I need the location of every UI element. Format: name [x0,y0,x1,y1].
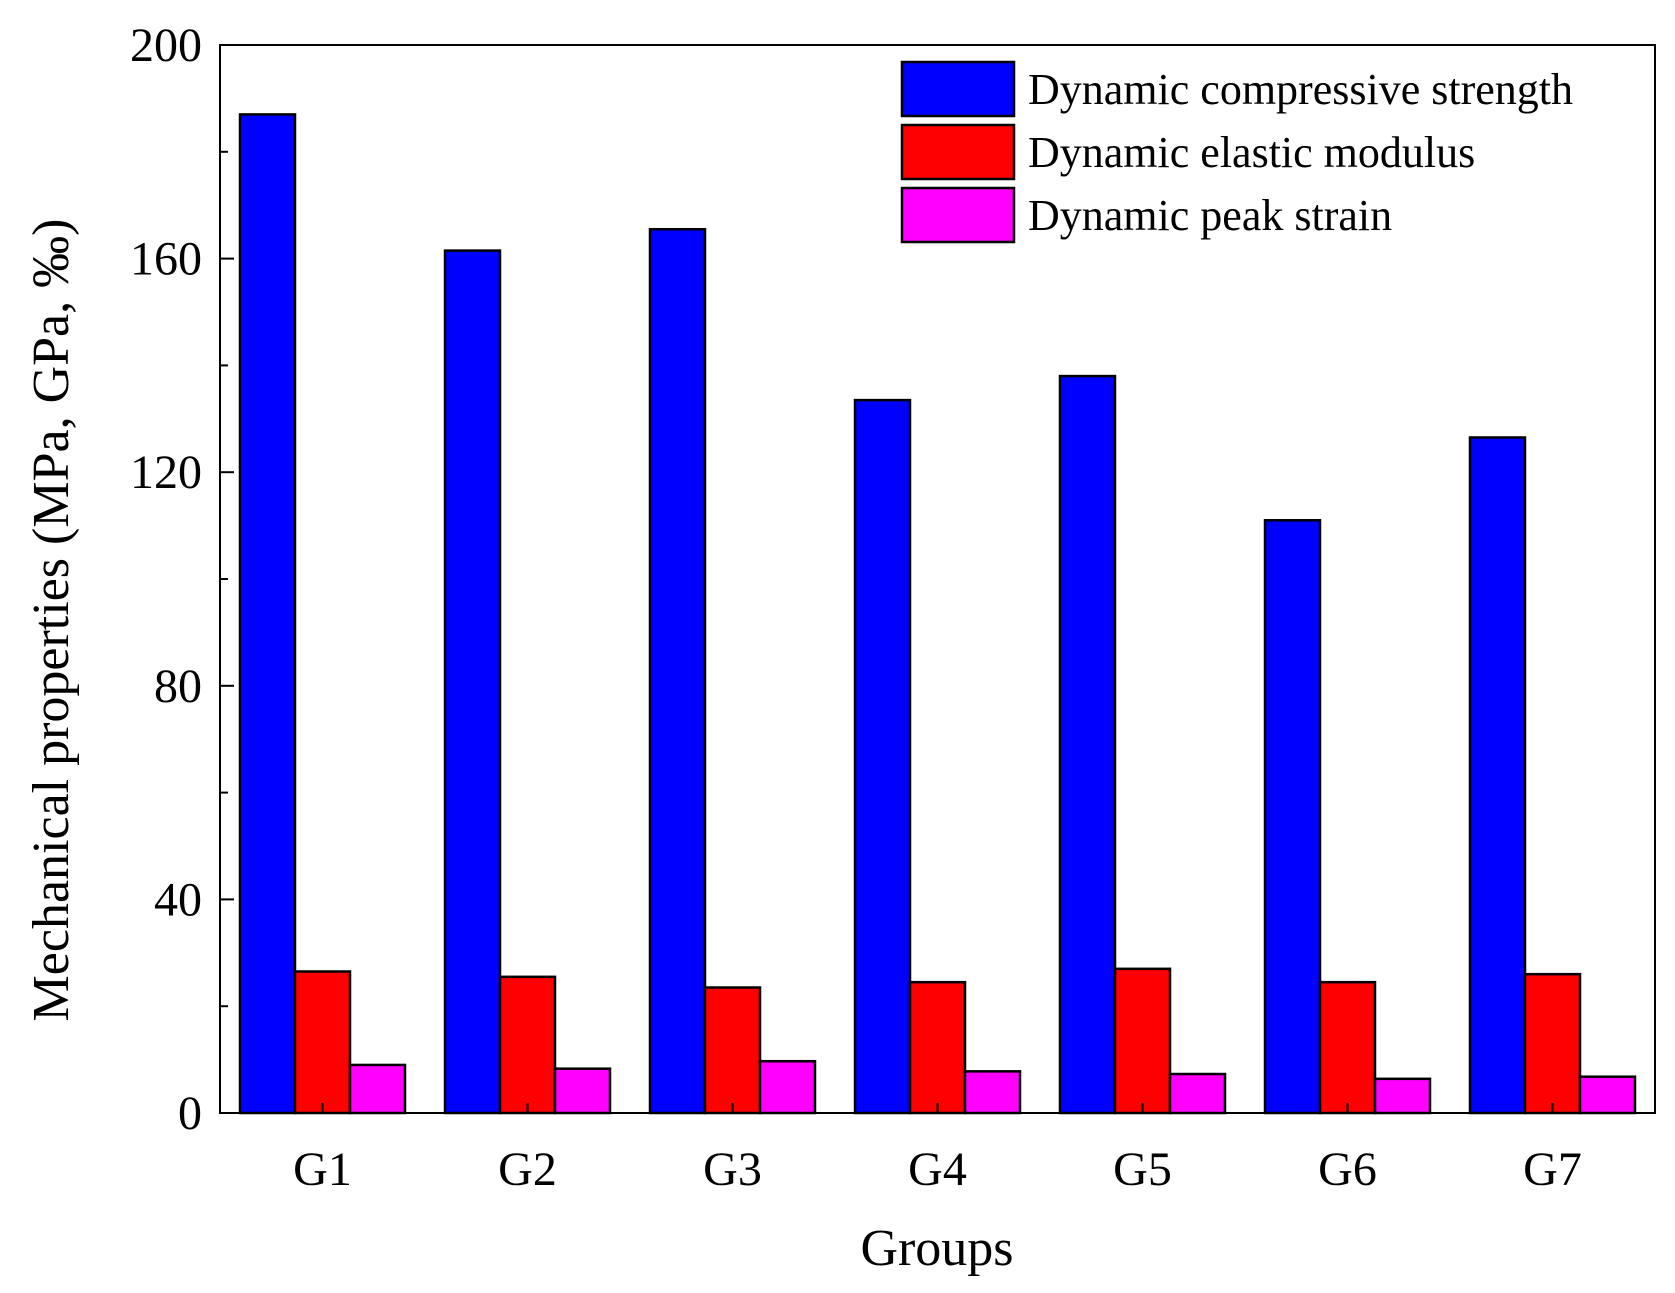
y-tick-label: 200 [130,19,202,72]
x-tick-label: G3 [703,1143,762,1196]
legend-label: Dynamic compressive strength [1028,65,1573,114]
x-tick-label: G4 [908,1143,967,1196]
y-tick-label: 80 [154,660,202,713]
bar-g2-dynamic-elastic-modulus [498,975,557,1115]
bar-g1-dynamic-elastic-modulus [293,970,352,1115]
bar-g6-dynamic-elastic-modulus [1318,980,1377,1115]
bar-g4-dynamic-peak-strain [963,1070,1022,1115]
bar-g7-dynamic-compressive-strength [1468,436,1527,1115]
bar-g1-dynamic-compressive-strength [238,113,297,1115]
legend-swatch-dynamic-compressive-strength [900,60,1016,118]
y-tick-label: 120 [130,446,202,499]
bar-g4-dynamic-elastic-modulus [908,980,967,1115]
legend-swatch-dynamic-elastic-modulus [900,123,1016,181]
legend-label: Dynamic elastic modulus [1028,128,1475,177]
x-tick-label: G6 [1318,1143,1377,1196]
bar-g4-dynamic-compressive-strength [853,398,912,1115]
y-tick-label: 160 [130,233,202,286]
x-tick-label: G2 [498,1143,557,1196]
bar-g3-dynamic-compressive-strength [648,227,707,1115]
bar-g5-dynamic-peak-strain [1168,1072,1227,1115]
x-tick-label: G7 [1523,1143,1582,1196]
x-tick-label: G5 [1113,1143,1172,1196]
bar-g3-dynamic-elastic-modulus [703,986,762,1115]
y-tick-label: 40 [154,873,202,926]
legend: Dynamic compressive strength Dynamic elas… [900,60,1573,244]
bar-g1-dynamic-peak-strain [348,1063,407,1115]
legend-swatch-dynamic-peak-strain [900,186,1016,244]
bar-g7-dynamic-peak-strain [1578,1075,1637,1115]
y-tick-label: 0 [178,1087,202,1140]
legend-label: Dynamic peak strain [1028,191,1392,240]
x-tick-label: G1 [293,1143,352,1196]
y-axis-ticks: 0 40 80 120 160 200 [130,19,234,1140]
bar-g3-dynamic-peak-strain [758,1059,817,1115]
bar-g7-dynamic-elastic-modulus [1523,972,1582,1115]
x-axis-ticks: G1 G2 G3 G4 G5 G6 G7 [293,1103,1582,1196]
bar-g2-dynamic-compressive-strength [443,249,502,1115]
bars-layer [238,113,1637,1115]
bar-g5-dynamic-compressive-strength [1058,374,1117,1115]
x-axis-title: Groups [860,1220,1013,1277]
y-axis-title: Mechanical properties (MPa, GPa, ‰) [23,219,80,1022]
bar-g6-dynamic-compressive-strength [1263,519,1322,1115]
bar-g2-dynamic-peak-strain [553,1067,612,1115]
bar-g5-dynamic-elastic-modulus [1113,967,1172,1115]
bar-g6-dynamic-peak-strain [1373,1077,1432,1115]
